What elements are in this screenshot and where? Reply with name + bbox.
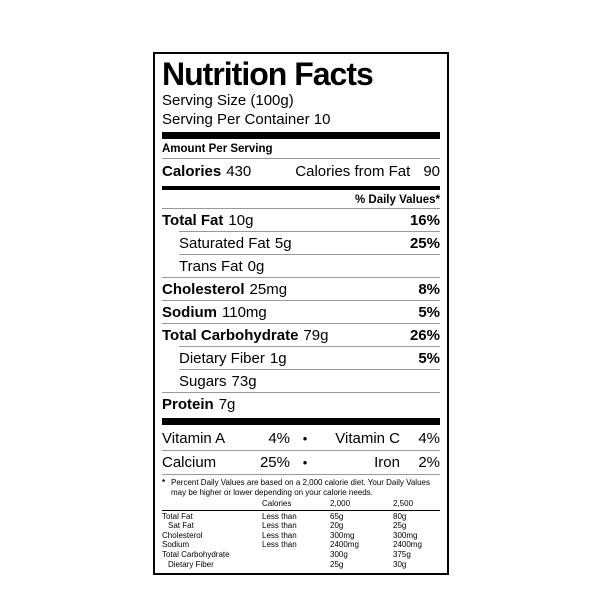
table-header-calories: Calories <box>262 499 292 508</box>
table-cell-name: Total Fat <box>162 511 193 521</box>
label-title: Nutrition Facts <box>162 56 374 92</box>
vitamin-left-value: 4% <box>268 430 290 447</box>
table-cell-2500: 375g <box>393 549 411 559</box>
table-cell-name: Sat Fat <box>168 521 194 531</box>
nutrient-row-cholesterol: Cholesterol 25mg 8% <box>162 277 440 300</box>
nutrient-name: Total Carbohydrate <box>162 327 299 344</box>
table-cell-qualifier <box>262 550 330 560</box>
table-cell-2000: 20g <box>330 521 344 531</box>
vitamin-right-value: 2% <box>418 454 440 471</box>
bullet-separator-icon: • <box>302 431 308 446</box>
vitamin-left-name: Vitamin A <box>162 430 226 447</box>
table-cell-2000: 25g <box>330 559 344 569</box>
nutrient-name: Total Fat <box>162 212 224 229</box>
nutrient-row-total-fat: Total Fat 10g 16% <box>162 208 440 231</box>
calories-from-fat-label: Calories from Fat <box>295 163 411 180</box>
nutrient-name: Sodium <box>162 304 217 321</box>
nutrient-row-trans-fat: Trans Fat 0g <box>179 254 440 277</box>
vitamin-row-calcium-iron: Calcium 25% • Iron 2% <box>162 450 440 474</box>
nutrient-name: Saturated Fat <box>179 235 270 252</box>
table-row-total-carbohydrate: Total Carbohydrate 300g 375g <box>162 550 440 560</box>
nutrient-daily-value: 8% <box>418 281 440 298</box>
reference-table: Calories 2,000 2,500 Total Fat Less than… <box>162 499 440 569</box>
table-cell-2500: 30g <box>393 559 407 569</box>
servings-per-container: Serving Per Container 10 <box>162 111 331 128</box>
nutrient-row-protein: Protein 7g <box>162 392 440 415</box>
nutrient-row-sugars: Sugars 73g <box>179 369 440 392</box>
table-cell-qualifier: Less than <box>262 521 297 531</box>
table-row-cholesterol: Cholesterol Less than 300mg 300mg <box>162 531 440 541</box>
nutrient-amount: 110mg <box>222 304 267 321</box>
nutrient-amount: 79g <box>303 327 329 344</box>
table-cell-qualifier: Less than <box>262 511 297 521</box>
nutrient-daily-value: 5% <box>418 304 440 321</box>
nutrient-amount: 5g <box>274 235 292 252</box>
nutrient-row-dietary-fiber: Dietary Fiber 1g 5% <box>179 346 440 369</box>
table-cell-qualifier: Less than <box>262 530 297 540</box>
nutrient-name: Cholesterol <box>162 281 245 298</box>
nutrient-amount: 1g <box>269 350 287 367</box>
daily-values-footnote: * Percent Daily Values are based on a 2,… <box>162 475 440 499</box>
bullet-separator-icon: • <box>302 455 308 470</box>
table-header-2000: 2,000 <box>330 499 351 508</box>
vitamin-left-name: Calcium <box>162 454 217 471</box>
table-cell-2000: 300mg <box>330 530 355 540</box>
table-row-total-fat: Total Fat Less than 65g 80g <box>162 512 440 522</box>
nutrient-daily-value: 25% <box>409 235 440 252</box>
vitamins-section: Vitamin A 4% • Vitamin C 4% Calcium 25% … <box>162 427 440 475</box>
nutrition-facts-label: Nutrition Facts Serving Size (100g) Serv… <box>153 52 449 576</box>
nutrient-daily-value: 5% <box>418 350 440 367</box>
thick-divider-top <box>162 132 440 139</box>
table-corner-cell <box>162 499 262 509</box>
table-cell-name: Sodium <box>162 540 190 550</box>
table-cell-qualifier: Less than <box>262 540 297 550</box>
vitamin-row-a-c: Vitamin A 4% • Vitamin C 4% <box>162 427 440 450</box>
table-row-sodium: Sodium Less than 2400mg 2400mg <box>162 540 440 550</box>
calories-from-fat-value: 90 <box>423 163 440 180</box>
table-cell-2500: 80g <box>393 511 407 521</box>
nutrient-name: Trans Fat <box>179 258 243 275</box>
table-cell-2500: 2400mg <box>393 540 422 550</box>
nutrient-amount: 7g <box>218 396 236 413</box>
reference-table-header: Calories 2,000 2,500 <box>162 499 440 511</box>
table-cell-2500: 300mg <box>393 530 418 540</box>
nutrient-amount: 10g <box>228 212 254 229</box>
table-row-sat-fat: Sat Fat Less than 20g 25g <box>162 521 440 531</box>
vitamin-left-value: 25% <box>259 454 290 471</box>
nutrient-row-sodium: Sodium 110mg 5% <box>162 300 440 323</box>
nutrient-row-total-carbohydrate: Total Carbohydrate 79g 26% <box>162 323 440 346</box>
nutrient-daily-value: 16% <box>409 212 440 229</box>
thick-divider-bottom <box>162 418 440 425</box>
nutrient-name: Dietary Fiber <box>179 350 265 367</box>
vitamin-right-name: Iron <box>374 454 400 471</box>
table-cell-name: Dietary Fiber <box>168 559 214 569</box>
table-cell-2000: 65g <box>330 511 344 521</box>
nutrient-amount: 25mg <box>249 281 288 298</box>
vitamin-right-value: 4% <box>418 430 440 447</box>
daily-values-header: % Daily Values* <box>354 194 440 206</box>
table-cell-2500: 25g <box>393 521 407 531</box>
footnote-marker: * <box>162 478 166 487</box>
table-cell-name: Total Carbohydrate <box>162 549 230 559</box>
table-cell-qualifier <box>262 560 330 570</box>
table-row-dietary-fiber: Dietary Fiber 25g 30g <box>162 560 440 570</box>
footnote-text: Percent Daily Values are based on a 2,00… <box>171 478 430 497</box>
table-cell-2000: 300g <box>330 549 348 559</box>
nutrient-amount: 0g <box>247 258 265 275</box>
calories-label: Calories <box>162 163 222 180</box>
medium-divider <box>162 186 440 190</box>
nutrient-amount: 73g <box>231 373 257 390</box>
table-cell-2000: 2400mg <box>330 540 359 550</box>
vitamin-right-name: Vitamin C <box>335 430 400 447</box>
amount-per-serving-label: Amount Per Serving <box>162 143 273 155</box>
calories-value: 430 <box>226 163 252 180</box>
nutrient-daily-value: 26% <box>409 327 440 344</box>
serving-size: Serving Size (100g) <box>162 92 294 109</box>
nutrient-name: Protein <box>162 396 214 413</box>
table-header-2500: 2,500 <box>393 499 414 508</box>
nutrient-row-saturated-fat: Saturated Fat 5g 25% <box>179 231 440 254</box>
nutrient-name: Sugars <box>179 373 227 390</box>
calories-row: Calories 430 Calories from Fat 90 <box>162 158 440 184</box>
table-cell-name: Cholesterol <box>162 530 203 540</box>
